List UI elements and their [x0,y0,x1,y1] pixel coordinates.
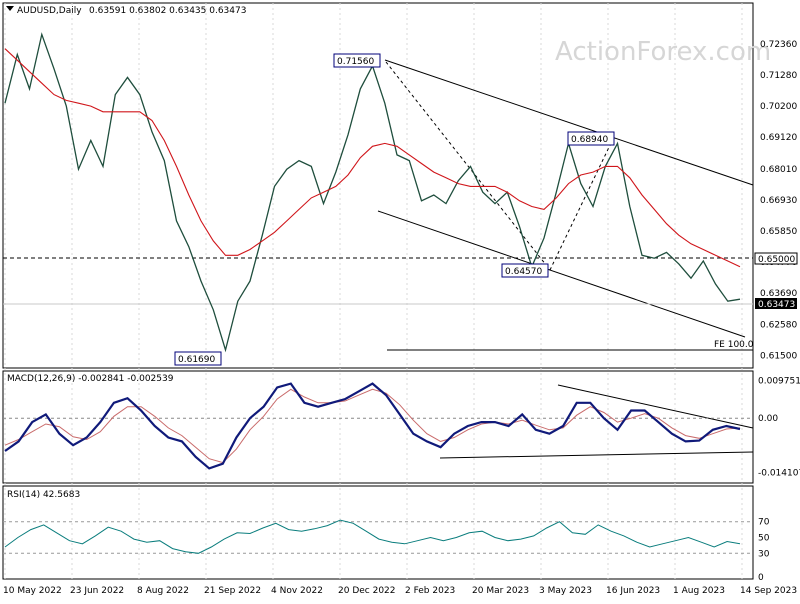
price-tick-label: 0.68010 [760,165,797,175]
label-box-high [333,53,381,68]
rsi-tick-label: 0 [758,573,764,583]
macd-line [4,382,741,470]
rsi-line [4,519,741,554]
label-fe-100: FE 100.0 [714,340,754,350]
date-tick-label: 16 Jun 2023 [606,586,660,596]
moving-average-layer [4,48,741,268]
price-tick-label: 0.65850 [760,227,797,237]
date-tick-label: 20 Dec 2022 [338,586,396,596]
rsi-layer [3,519,753,554]
level-065-tag-box [754,252,798,265]
label-swing-high: 0.68940 [571,135,608,145]
price-tick-label: 0.61500 [760,352,797,362]
price-tick-label: 0.71280 [760,71,797,81]
collapse-triangle-icon [6,6,14,11]
trendlines [3,59,754,459]
label-low: 0.61690 [178,355,215,365]
date-tick-label: 14 Sep 2023 [740,586,797,596]
symbol-title: AUDUSD,Daily [17,6,82,16]
macd-tick-label: -0.014107 [758,469,800,479]
rsi-title: RSI(14) 42.5683 [7,490,80,500]
channel-upper-line [384,59,754,186]
price-axis: 0.72360 0.71280 0.70200 0.69120 0.68010 0.669… [760,40,797,362]
rsi-panel [2,485,754,580]
macd-trend-upper [557,384,754,429]
price-line [4,32,741,353]
rsi-tick-label: 50 [758,534,770,544]
macd-tick-label: 0.009751 [758,377,800,387]
date-tick-label: 2 Feb 2023 [405,586,455,596]
date-tick-label: 4 Nov 2022 [271,586,323,596]
fib-dashed-line-2 [549,140,613,271]
date-tick-label: 23 Jun 2022 [70,586,124,596]
grid-lines [4,3,743,579]
date-axis: 10 May 2022 23 Jun 2022 8 Aug 2022 21 Sep 2… [3,586,797,596]
label-box-swing-high [567,131,615,146]
watermark: ActionForex.com [555,37,771,67]
macd-title: MACD(12,26,9) -0.002841 -0.002539 [7,374,174,384]
rsi-axis: 70 50 30 0 [758,518,770,583]
date-tick-label: 10 May 2022 [3,586,62,596]
rsi-tick-label: 30 [758,549,770,559]
price-tick-label: 0.62580 [760,321,797,331]
price-tick-label: 0.63690 [760,289,797,299]
last-price-tag-box [755,298,797,309]
level-065-tag: 0.65000 [758,255,795,265]
rsi-tick-label: 70 [758,518,770,528]
price-series-layer [4,32,741,353]
label-box-low [174,351,222,366]
last-price-tag: 0.63473 [758,300,795,310]
date-tick-label: 1 Aug 2023 [673,586,725,596]
channel-lower-line [377,210,746,338]
label-box-swing-low [501,263,549,278]
price-tick-label: 0.66930 [760,196,797,206]
fib-dashed-line-1 [385,61,551,271]
price-tick-label: 0.69120 [760,133,797,143]
label-high: 0.71560 [337,57,374,67]
price-tick-label: 0.70200 [760,102,797,112]
label-swing-low: 0.64570 [505,267,542,277]
moving-average-line [4,48,741,268]
macd-layer [3,382,753,470]
annotation-labels: 0.71560 0.68940 0.64570 0.61690 FE 100.0 [174,53,754,366]
macd-panel [2,370,754,484]
macd-tick-label: 0.00 [758,414,778,424]
date-tick-label: 8 Aug 2022 [137,586,189,596]
macd-signal-line [4,388,741,464]
macd-axis: 0.009751 0.00 -0.014107 [758,377,800,479]
price-panel [2,2,754,369]
date-tick-label: 20 Mar 2023 [472,586,529,596]
date-tick-label: 21 Sep 2022 [204,586,261,596]
date-tick-label: 3 May 2023 [539,586,592,596]
price-tick-label: 0.72360 [760,40,797,50]
ohlc-readout: 0.63591 0.63802 0.63435 0.63473 [89,6,246,16]
macd-trend-lower [439,451,754,459]
